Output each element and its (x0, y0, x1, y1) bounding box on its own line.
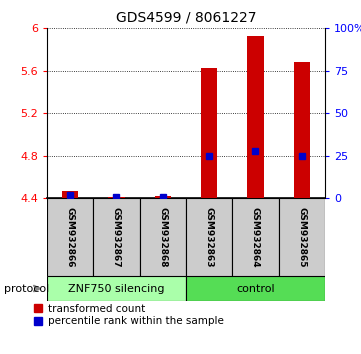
Bar (155, 196, 171, 198)
Bar (186, 276, 325, 301)
Bar (293, 62, 310, 198)
Text: GSM932867: GSM932867 (112, 207, 121, 268)
Bar (62, 191, 78, 198)
Bar (186, 198, 232, 276)
Legend: transformed count, percentile rank within the sample: transformed count, percentile rank withi… (34, 304, 223, 326)
Text: ZNF750 silencing: ZNF750 silencing (68, 284, 165, 293)
Bar (108, 197, 125, 198)
Title: GDS4599 / 8061227: GDS4599 / 8061227 (116, 10, 256, 24)
Bar (93, 198, 140, 276)
Text: GSM932866: GSM932866 (66, 207, 75, 267)
Text: GSM932864: GSM932864 (251, 207, 260, 268)
Bar (47, 276, 186, 301)
Text: GSM932865: GSM932865 (297, 207, 306, 267)
Text: protocol: protocol (4, 284, 49, 293)
Text: control: control (236, 284, 275, 293)
Bar (279, 198, 325, 276)
Bar (232, 198, 279, 276)
Bar (47, 198, 93, 276)
Bar (247, 36, 264, 198)
Bar (140, 198, 186, 276)
Text: GSM932868: GSM932868 (158, 207, 167, 267)
Text: GSM932863: GSM932863 (205, 207, 214, 267)
Bar (201, 68, 217, 198)
